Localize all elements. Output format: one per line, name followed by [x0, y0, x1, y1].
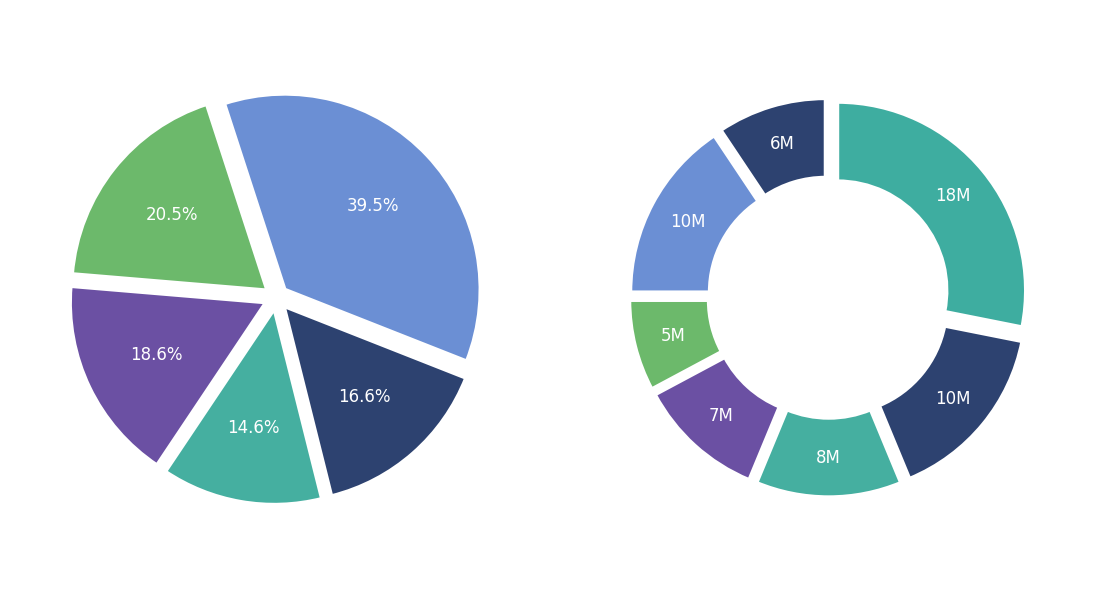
Text: 18.6%: 18.6%	[130, 346, 182, 364]
Wedge shape	[757, 410, 901, 497]
Wedge shape	[71, 286, 265, 465]
Wedge shape	[880, 326, 1022, 478]
Text: 6M: 6M	[770, 136, 794, 154]
Wedge shape	[655, 358, 779, 480]
Wedge shape	[284, 306, 466, 496]
Text: 18M: 18M	[935, 187, 970, 205]
Wedge shape	[166, 309, 322, 505]
Text: 8M: 8M	[817, 449, 841, 466]
Text: 39.5%: 39.5%	[347, 198, 399, 215]
Wedge shape	[720, 98, 825, 196]
Wedge shape	[72, 104, 267, 290]
Text: 5M: 5M	[661, 327, 686, 345]
Wedge shape	[631, 136, 758, 292]
Text: 20.5%: 20.5%	[146, 206, 198, 224]
Text: 7M: 7M	[708, 407, 734, 425]
Wedge shape	[224, 94, 481, 361]
Wedge shape	[630, 300, 722, 389]
Wedge shape	[838, 102, 1025, 327]
Text: 10M: 10M	[670, 213, 705, 231]
Text: 14.6%: 14.6%	[228, 419, 280, 437]
Text: 10M: 10M	[935, 390, 970, 408]
Text: 16.6%: 16.6%	[338, 389, 390, 406]
